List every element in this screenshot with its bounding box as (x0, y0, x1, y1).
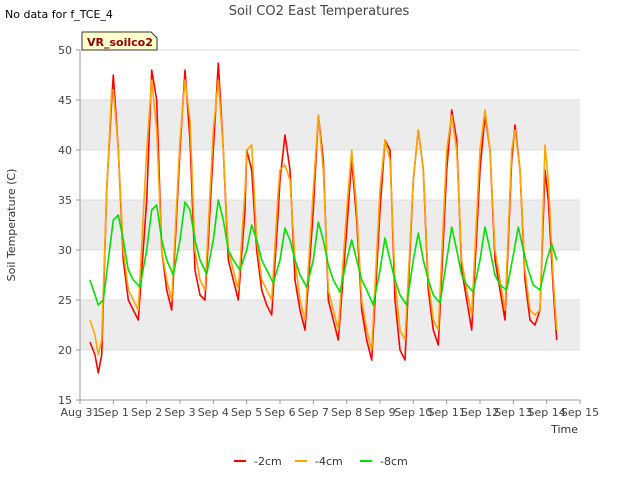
x-tick-label: Sep 13 (494, 406, 532, 419)
series-lines (89, 62, 558, 374)
x-tick-label: Sep 3 (164, 406, 195, 419)
chart-title: Soil CO2 East Temperatures (229, 4, 410, 19)
legend-label: -4cm (315, 455, 343, 468)
x-tick-label: Sep 12 (461, 406, 499, 419)
vr-badge-box (81, 31, 158, 51)
y-tick-label: 20 (58, 344, 72, 357)
series-line-minus-8cm (89, 199, 558, 306)
x-tick-label: Sep 10 (394, 406, 432, 419)
y-axis-label: Soil Temperature (C) (5, 169, 18, 282)
x-tick-label: Sep 7 (298, 406, 329, 419)
x-tick-label: Sep 4 (198, 406, 229, 419)
y-tick-label: 25 (58, 294, 72, 307)
y-tick-label: 40 (58, 144, 72, 157)
x-tick-label: Sep 8 (331, 406, 362, 419)
x-tick-label: Sep 11 (428, 406, 466, 419)
vr-badge-label: VR_soilco2 (87, 36, 153, 49)
x-tick-label: Sep 2 (131, 406, 162, 419)
plot-band (80, 100, 580, 150)
y-tick-label: 45 (58, 94, 72, 107)
nodata-note: No data for f_TCE_4 (5, 8, 113, 21)
x-tick-label: Sep 6 (264, 406, 295, 419)
y-tick-label: 35 (58, 194, 72, 207)
x-tick-label: Sep 1 (98, 406, 129, 419)
series-line-minus-4cm (89, 79, 558, 356)
vr-badge: VR_soilco2 (81, 31, 158, 51)
legend-label: -2cm (254, 455, 282, 468)
x-axis-label: Time (550, 423, 578, 436)
x-tick-label: Sep 15 (561, 406, 599, 419)
y-tick-label: 15 (58, 394, 72, 407)
legend-label: -8cm (380, 455, 408, 468)
legend: -2cm -4cm -8cm (234, 455, 408, 468)
x-tick-label: Sep 14 (528, 406, 566, 419)
y-tick-label: 30 (58, 244, 72, 257)
x-tick-label: Sep 9 (364, 406, 395, 419)
plot-band (80, 200, 580, 250)
y-tick-label: 50 (58, 44, 72, 57)
plot-background (80, 50, 580, 400)
x-tick-label: Aug 31 (61, 406, 100, 419)
x-tick-label: Sep 5 (231, 406, 262, 419)
